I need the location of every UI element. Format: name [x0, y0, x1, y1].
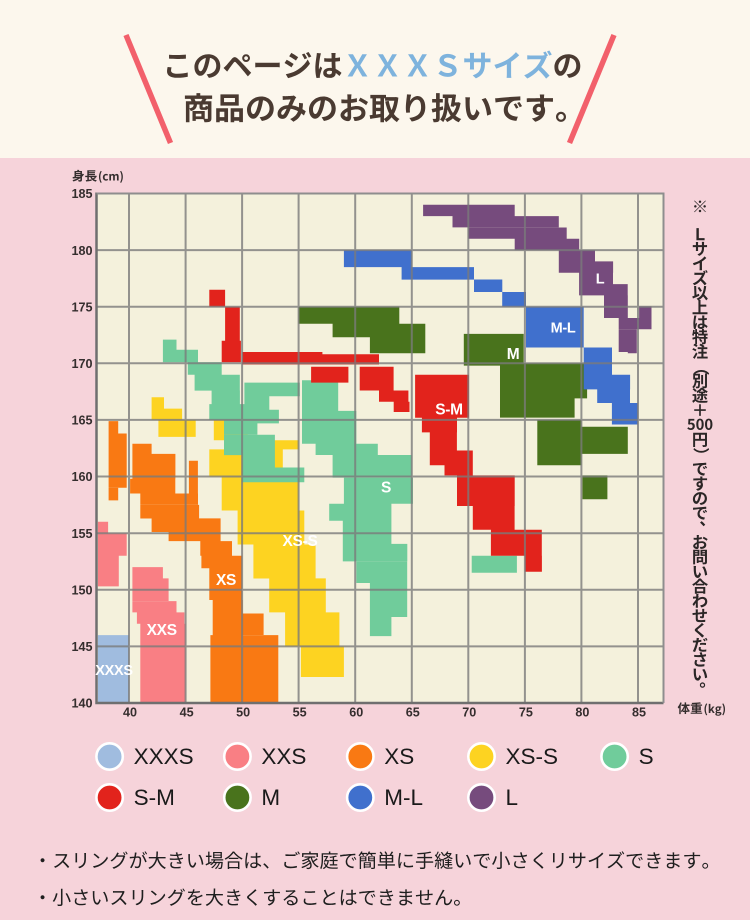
svg-text:S: S [381, 480, 391, 497]
svg-text:75: 75 [519, 706, 533, 720]
svg-text:S-M: S-M [134, 785, 175, 810]
svg-text:M-L: M-L [551, 321, 576, 337]
svg-text:XS: XS [384, 744, 414, 769]
svg-text:170: 170 [71, 357, 92, 371]
svg-text:50: 50 [236, 706, 250, 720]
svg-text:80: 80 [575, 706, 589, 720]
svg-text:XXXS: XXXS [95, 663, 133, 679]
svg-text:180: 180 [71, 244, 92, 258]
svg-text:150: 150 [71, 584, 92, 598]
svg-text:S: S [639, 744, 654, 769]
svg-text:XS-S: XS-S [283, 533, 318, 550]
svg-text:65: 65 [406, 706, 420, 720]
svg-text:55: 55 [293, 706, 307, 720]
svg-text:60: 60 [349, 706, 363, 720]
svg-text:XXS: XXS [261, 744, 306, 769]
svg-text:S-M: S-M [435, 402, 463, 419]
svg-text:XS: XS [216, 572, 236, 589]
svg-text:L: L [596, 272, 605, 288]
svg-text:XS-S: XS-S [506, 744, 559, 769]
svg-text:140: 140 [71, 697, 92, 711]
svg-text:45: 45 [180, 706, 194, 720]
svg-text:XXS: XXS [147, 622, 177, 639]
svg-text:185: 185 [71, 187, 92, 201]
svg-text:40: 40 [123, 706, 137, 720]
svg-text:155: 155 [71, 527, 92, 541]
svg-text:L: L [506, 785, 519, 810]
svg-text:160: 160 [71, 470, 92, 484]
svg-text:70: 70 [462, 706, 476, 720]
svg-text:XXXS: XXXS [134, 744, 194, 769]
svg-text:M: M [261, 785, 280, 810]
svg-text:175: 175 [71, 300, 92, 314]
svg-text:85: 85 [632, 706, 646, 720]
svg-text:165: 165 [71, 414, 92, 428]
svg-text:M-L: M-L [384, 785, 423, 810]
svg-text:145: 145 [71, 640, 92, 654]
svg-text:M: M [507, 346, 520, 363]
